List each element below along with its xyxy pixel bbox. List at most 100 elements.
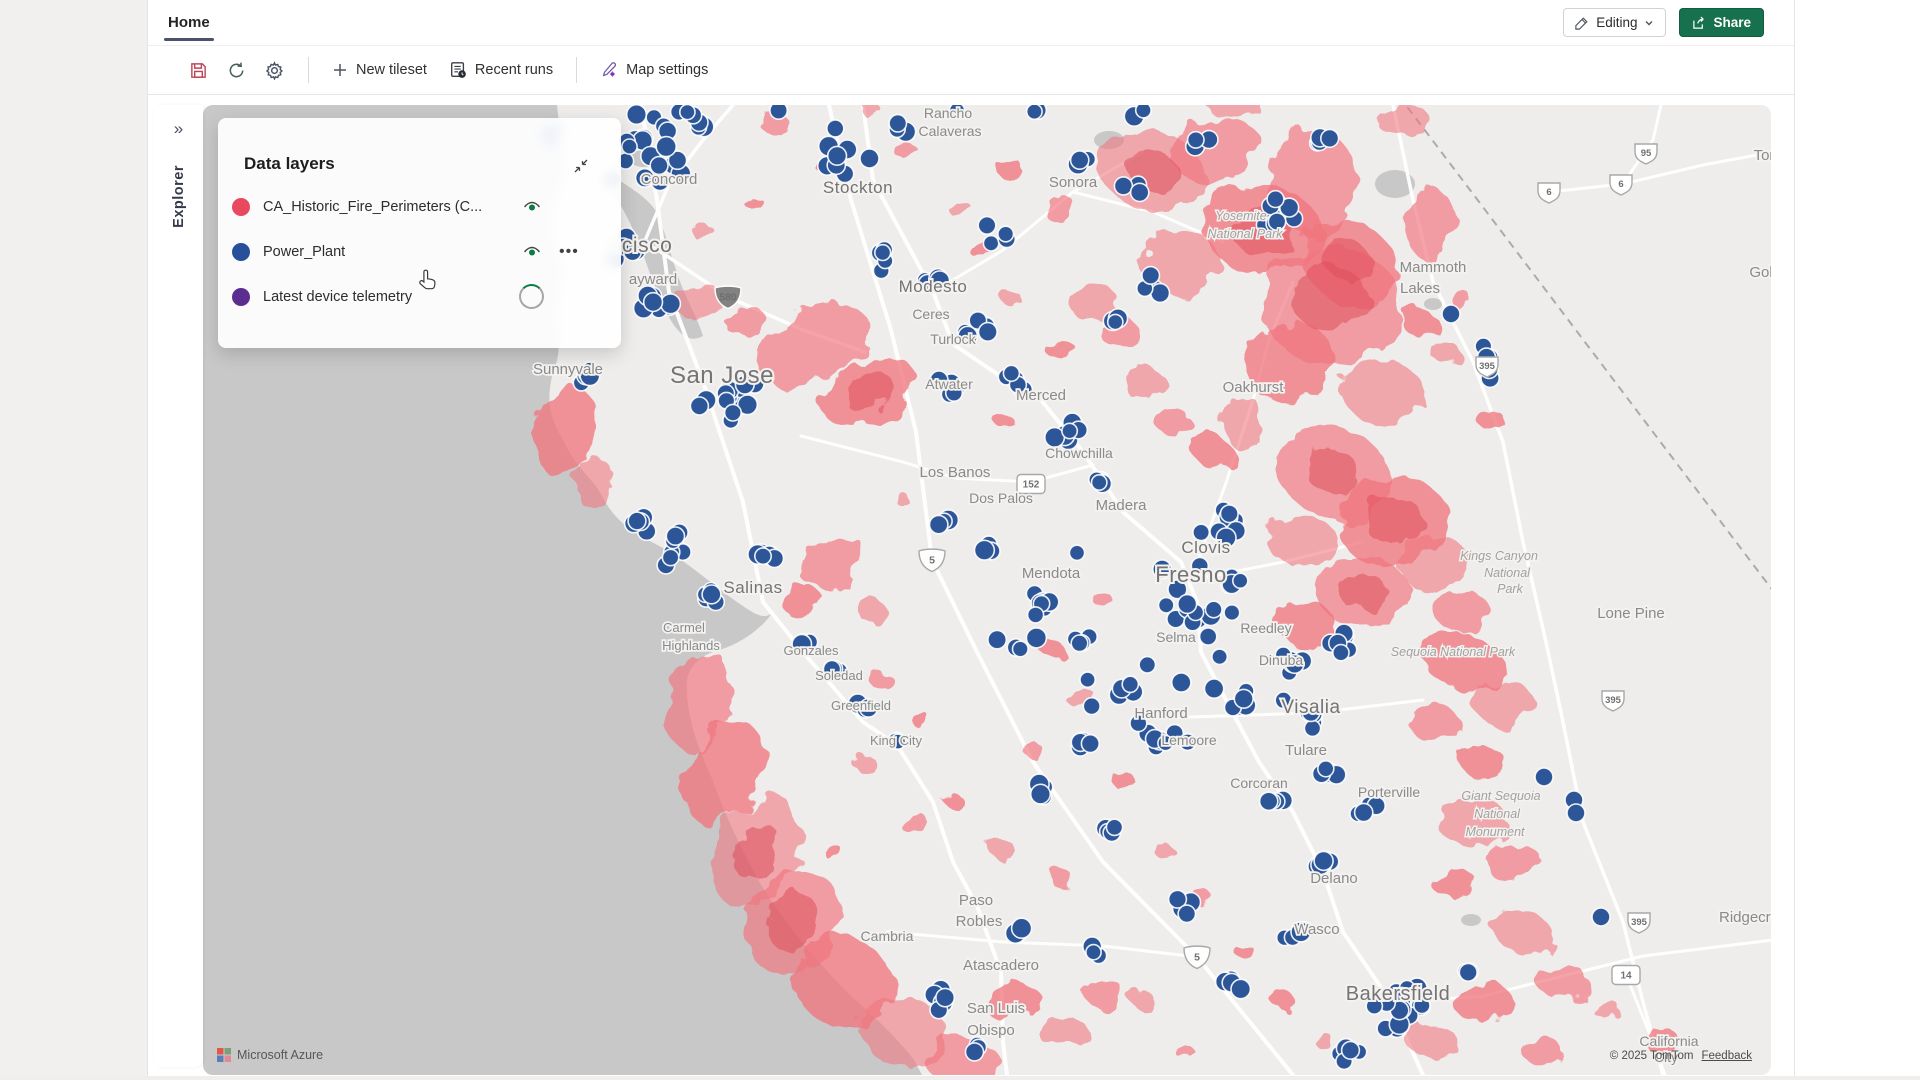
- feedback-link[interactable]: Feedback: [1701, 1050, 1752, 1062]
- power-plant-dot: [1134, 105, 1152, 119]
- power-plant-dot: [1025, 627, 1048, 649]
- power-plant-dot: [957, 325, 979, 347]
- power-plant-dot: [1105, 818, 1124, 837]
- fire-perimeter: [851, 754, 875, 770]
- city-label: Gol: [1749, 264, 1771, 281]
- fire-perimeter: [895, 495, 911, 505]
- power-plant-dot: [1313, 850, 1334, 872]
- power-plant-dot: [655, 135, 678, 158]
- park-label: Yosemite: [1215, 209, 1266, 223]
- layer-row-fire-perimeters[interactable]: CA_Historic_Fire_Perimeters (C...: [218, 184, 621, 229]
- toolbar: New tileset Recent runs Map settings: [148, 45, 1794, 95]
- power-plant-dot: [1230, 978, 1252, 1000]
- fire-perimeter: [1189, 433, 1237, 471]
- fire-perimeter-core: [1363, 496, 1423, 544]
- park-label: National: [1484, 566, 1531, 580]
- fire-perimeter-core: [767, 893, 819, 951]
- fire-perimeter: [997, 161, 1025, 179]
- power-plant-dot: [1121, 675, 1140, 694]
- expand-explorer-icon[interactable]: »: [173, 119, 184, 138]
- power-plant-dot: [1303, 719, 1322, 738]
- layer-color-dot: [232, 287, 250, 306]
- power-plant-dot: [873, 243, 892, 262]
- power-plant-dot: [1129, 182, 1150, 203]
- map-settings-button[interactable]: Map settings: [589, 53, 719, 87]
- city-label: Tulare: [1285, 742, 1327, 759]
- recent-runs-button[interactable]: Recent runs: [438, 53, 564, 87]
- svg-text:395: 395: [1479, 361, 1496, 372]
- page-bottom-margin: [0, 1076, 1920, 1080]
- power-plant-dot: [1113, 176, 1134, 196]
- city-label: ayward: [629, 271, 677, 288]
- svg-text:5: 5: [1194, 952, 1200, 964]
- power-plant-dot: [1157, 596, 1175, 614]
- city-label: Sunnyvale: [533, 361, 603, 378]
- city-label: Delano: [1310, 870, 1358, 887]
- road-shield: 95: [1634, 143, 1658, 165]
- fire-perimeter: [1401, 310, 1437, 334]
- power-plant-dot: [1079, 671, 1096, 689]
- power-plant-dot: [1353, 802, 1374, 823]
- road-shield: 5: [918, 548, 946, 573]
- fire-perimeter: [1043, 198, 1079, 222]
- city-label: Oakhurst: [1223, 379, 1285, 396]
- power-plant-dot: [929, 370, 949, 390]
- fire-perimeter: [871, 674, 895, 690]
- fire-perimeter: [1233, 943, 1253, 957]
- power-plant-dot: [622, 242, 643, 262]
- collapse-panel-icon[interactable]: [573, 158, 589, 179]
- editing-mode-button[interactable]: Editing: [1563, 8, 1667, 37]
- city-label: Robles: [956, 913, 1003, 930]
- power-plant-dot: [825, 119, 845, 138]
- visibility-eye-icon[interactable]: [521, 241, 543, 263]
- fire-perimeter: [1313, 1033, 1333, 1047]
- svg-text:580: 580: [719, 292, 737, 304]
- tab-home-label: Home: [168, 14, 210, 31]
- power-plant-dot: [1233, 688, 1254, 709]
- state-border-dashed: [1404, 105, 1771, 590]
- save-button[interactable]: [182, 54, 214, 86]
- share-button[interactable]: Share: [1679, 8, 1764, 37]
- city-label: Carmel: [663, 620, 705, 635]
- fire-perimeter: [743, 196, 763, 208]
- map-settings-icon: [602, 62, 617, 77]
- power-plant-dot: [661, 548, 680, 567]
- visibility-eye-icon[interactable]: [521, 196, 543, 218]
- fire-perimeter: [1408, 704, 1458, 740]
- power-plant-dot: [826, 145, 848, 167]
- park-label: Monument: [1465, 825, 1525, 839]
- toolbar-separator: [308, 57, 309, 83]
- layer-row-power-plant[interactable]: Power_Plant •••: [218, 229, 621, 274]
- city-label: Lone Pine: [1597, 605, 1665, 622]
- fire-perimeter: [1083, 978, 1123, 1006]
- new-tileset-button[interactable]: New tileset: [321, 53, 438, 87]
- power-plant-dot: [1190, 556, 1210, 576]
- fire-perimeter: [1273, 600, 1333, 644]
- power-plant-dot: [1178, 732, 1197, 752]
- svg-text:395: 395: [1631, 917, 1648, 928]
- fire-perimeter: [1430, 342, 1460, 362]
- power-plant-dot: [1070, 634, 1089, 653]
- layer-more-menu[interactable]: •••: [559, 242, 579, 260]
- lake: [1375, 170, 1415, 198]
- svg-text:5: 5: [929, 555, 935, 567]
- plus-icon: [334, 64, 346, 76]
- road-shield: 395: [1627, 912, 1651, 934]
- power-plant-dot: [1441, 304, 1461, 324]
- tab-home[interactable]: Home: [162, 0, 216, 45]
- layer-row-device-telemetry[interactable]: Latest device telemetry: [218, 274, 621, 319]
- fire-perimeter: [691, 225, 715, 239]
- settings-button[interactable]: [258, 54, 290, 86]
- power-plant-dot: [723, 403, 743, 422]
- city-label: Sonora: [1049, 174, 1098, 191]
- page-left-margin: [0, 0, 147, 1076]
- city-label: Atascadero: [963, 957, 1039, 974]
- refresh-button[interactable]: [220, 54, 252, 86]
- map-settings-label: Map settings: [626, 62, 709, 78]
- fire-perimeter: [949, 202, 973, 218]
- fire-perimeter-core: [844, 373, 894, 411]
- city-label: Corcoran: [1230, 775, 1288, 791]
- layer-color-dot: [232, 242, 250, 261]
- fire-perimeter-core: [1324, 240, 1374, 284]
- power-plant-dot: [1223, 603, 1241, 622]
